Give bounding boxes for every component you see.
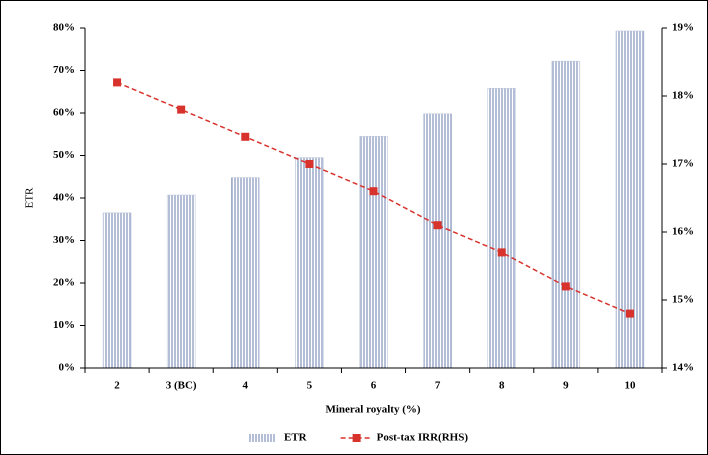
marker [177, 105, 186, 114]
marker [241, 132, 250, 141]
y-axis-title: ETR [24, 187, 36, 208]
x-tick-label: 9 [563, 380, 569, 392]
y-tick-label: 30% [53, 234, 75, 246]
y2-tick-label: 19% [672, 22, 694, 34]
marker [561, 282, 570, 291]
marker [497, 248, 506, 257]
x-tick-label: 5 [307, 380, 313, 392]
bar [231, 177, 260, 369]
legend-swatch [248, 434, 276, 442]
marker [113, 78, 122, 87]
x-tick-label: 2 [114, 380, 120, 392]
bar [295, 157, 324, 369]
bar [102, 212, 132, 369]
bar [166, 194, 196, 369]
legend-marker [352, 434, 361, 442]
bar [423, 113, 452, 369]
x-tick-label: 8 [499, 380, 505, 392]
y2-tick-label: 16% [672, 226, 694, 238]
y2-tick-label: 14% [672, 362, 694, 374]
marker [369, 187, 378, 196]
y-tick-label: 20% [53, 277, 75, 289]
y2-tick-label: 18% [672, 90, 694, 102]
y-tick-label: 40% [53, 192, 75, 204]
line [116, 81, 631, 315]
y-tick-label: 80% [53, 22, 75, 34]
bar [551, 60, 581, 369]
legend-label: ETR [284, 432, 308, 444]
x-axis-title: Mineral royalty (%) [325, 404, 420, 416]
y2-tick-label: 17% [672, 158, 694, 170]
marker [625, 309, 634, 318]
y-tick-label: 70% [53, 64, 75, 76]
y-tick-label: 50% [53, 149, 75, 161]
y2-tick-label: 15% [672, 294, 694, 306]
marker [433, 221, 442, 230]
y-tick-label: 60% [53, 107, 75, 119]
bar [359, 136, 388, 369]
x-tick-label: 4 [243, 380, 249, 392]
bar [487, 88, 516, 369]
x-tick-label: 10 [624, 380, 636, 392]
legend-label: Post-tax IRR(RHS) [377, 432, 469, 444]
x-tick-label: 3 (BC) [166, 380, 197, 392]
x-tick-label: 7 [435, 380, 441, 392]
x-tick-label: 6 [371, 380, 377, 392]
y-tick-label: 10% [53, 319, 75, 331]
marker [305, 160, 314, 168]
y-tick-label: 0% [59, 362, 76, 374]
